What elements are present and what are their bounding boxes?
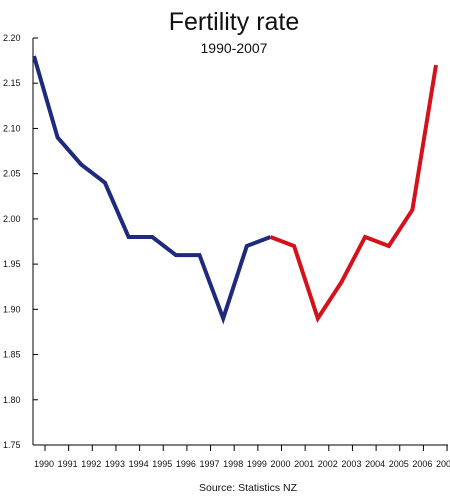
y-tick-label: 1.85 — [3, 350, 21, 360]
x-tick-label: 2003 — [341, 459, 361, 469]
x-tick-label: 1994 — [129, 459, 149, 469]
series-line-segment-1 — [32, 55, 272, 325]
series-line-segment-2 — [269, 64, 438, 323]
y-tick-label: 2.15 — [3, 78, 21, 88]
x-tick-label: 2005 — [389, 459, 409, 469]
y-tick-label: 2.00 — [3, 214, 21, 224]
y-axis: 1.75 1.80 1.85 1.90 1.95 2.00 2.05 2.10 2.15 2.20 — [3, 33, 38, 450]
x-tick-label: 2000 — [270, 459, 290, 469]
chart-source: Source: Statistics NZ — [199, 482, 298, 494]
x-tick-label: 2001 — [294, 459, 314, 469]
x-tick-label: 1997 — [200, 459, 220, 469]
y-tick-label: 1.80 — [3, 395, 21, 405]
chart-title: Fertility rate — [169, 8, 300, 36]
series-lines — [32, 55, 438, 325]
x-tick-label: 1998 — [223, 459, 243, 469]
x-tick-label: 2006 — [412, 459, 432, 469]
x-tick-label: 1991 — [58, 459, 78, 469]
y-tick-label: 2.10 — [3, 123, 21, 133]
x-tick-label: 1993 — [105, 459, 125, 469]
x-tick-label: 1992 — [81, 459, 101, 469]
chart-subtitle: 1990-2007 — [201, 40, 268, 56]
y-tick-label: 1.95 — [3, 259, 21, 269]
x-tick-label: 1990 — [34, 459, 54, 469]
x-tick-label: 2004 — [365, 459, 385, 469]
y-tick-label: 2.05 — [3, 169, 21, 179]
y-tick-label: 1.75 — [3, 440, 21, 450]
x-tick-label: 2002 — [318, 459, 338, 469]
x-tick-label: 1995 — [152, 459, 172, 469]
y-tick-label: 1.90 — [3, 304, 21, 314]
x-tick-label: 2007 — [436, 459, 450, 469]
x-tick-label: 1999 — [247, 459, 267, 469]
x-tick-label: 1996 — [176, 459, 196, 469]
y-tick-label: 2.20 — [3, 33, 21, 43]
x-axis: 1990 1991 1992 1993 1994 1995 1996 1997 1998 1999… — [33, 444, 450, 469]
